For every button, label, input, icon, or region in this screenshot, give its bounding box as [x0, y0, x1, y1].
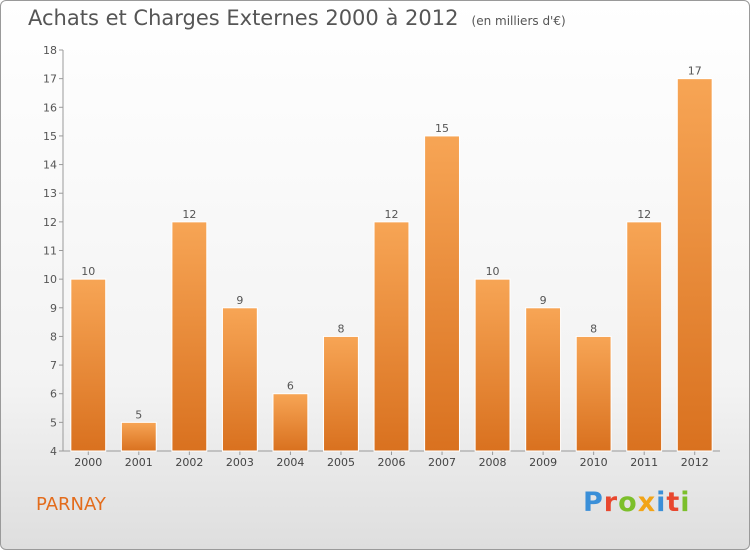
bar: [120, 421, 157, 452]
logo-letter: r: [603, 487, 619, 518]
logo-letter: t: [666, 487, 681, 518]
x-tick-label: 2008: [479, 456, 507, 469]
bar-value-label: 17: [688, 65, 702, 78]
bar: [171, 221, 208, 452]
bar-value-label: 15: [435, 122, 449, 135]
bar-value-label: 12: [637, 208, 651, 221]
chart-title-main: Achats et Charges Externes 2000 à 2012: [28, 6, 459, 30]
bar-value-label: 9: [540, 294, 547, 307]
bar-value-label: 8: [590, 322, 597, 335]
y-tick-label: 7: [50, 359, 57, 372]
y-tick-label: 6: [50, 388, 57, 401]
bar: [70, 278, 107, 452]
x-tick-label: 2006: [378, 456, 406, 469]
x-tick-label: 2012: [681, 456, 709, 469]
chart-labels: 10 2000 5 2001 12 2002 9 2003 6 2004 8 2005 12 2006 15…: [74, 65, 708, 469]
y-tick-label: 13: [43, 187, 57, 200]
bar: [373, 221, 410, 452]
y-tick-label: 12: [43, 216, 57, 229]
logo-letter: x: [637, 487, 657, 518]
chart-subtitle: (en milliers d'€): [471, 14, 566, 28]
x-tick-label: 2001: [125, 456, 153, 469]
bar-value-label: 12: [182, 208, 196, 221]
bar: [272, 393, 309, 452]
y-tick-label: 18: [43, 44, 57, 57]
bar: [323, 335, 359, 452]
bar-value-label: 12: [385, 208, 399, 221]
x-tick-label: 2000: [74, 456, 102, 469]
bar-value-label: 8: [337, 322, 344, 335]
y-tick-label: 5: [50, 416, 57, 429]
proxiti-logo: Proxiti: [583, 487, 691, 518]
bar: [575, 335, 612, 452]
y-tick-label: 17: [43, 73, 57, 86]
bar-value-label: 6: [287, 380, 294, 393]
x-tick-label: 2002: [175, 456, 203, 469]
x-tick-label: 2003: [226, 456, 254, 469]
logo-letter: i: [680, 487, 691, 518]
logo-letter: i: [656, 487, 667, 518]
y-tick-label: 15: [43, 130, 57, 143]
y-tick-label: 9: [50, 302, 57, 315]
bar: [474, 278, 511, 452]
bar-value-label: 10: [486, 265, 500, 278]
y-tick-label: 11: [43, 245, 57, 258]
x-tick-label: 2011: [630, 456, 658, 469]
x-tick-label: 2010: [580, 456, 608, 469]
logo-letter: P: [583, 487, 604, 518]
y-tick-label: 14: [43, 159, 57, 172]
x-tick-label: 2007: [428, 456, 456, 469]
x-tick-label: 2005: [327, 456, 355, 469]
bar: [525, 307, 562, 452]
y-tick-label: 8: [50, 330, 57, 343]
chart-bars: [70, 78, 713, 452]
x-tick-label: 2009: [529, 456, 557, 469]
y-tick-label: 4: [50, 445, 57, 458]
y-tick-label: 10: [43, 273, 57, 286]
bar-value-label: 5: [135, 408, 142, 421]
bar: [424, 135, 460, 452]
y-tick-label: 16: [43, 101, 57, 114]
bar: [221, 307, 258, 452]
chart-title: Achats et Charges Externes 2000 à 2012 (…: [28, 6, 566, 30]
bar-value-label: 9: [236, 294, 243, 307]
x-tick-label: 2004: [276, 456, 304, 469]
bar: [626, 221, 663, 452]
bar: [676, 78, 713, 452]
bar-value-label: 10: [81, 265, 95, 278]
commune-name: PARNAY: [36, 494, 106, 515]
logo-letter: o: [618, 487, 638, 518]
